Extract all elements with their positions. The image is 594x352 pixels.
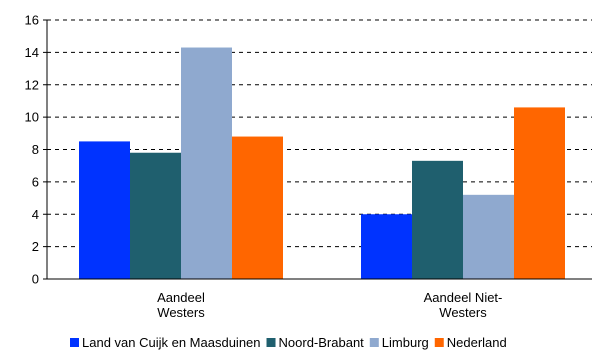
- y-tick-label: 8: [32, 142, 39, 157]
- legend-swatch: [70, 338, 79, 347]
- category-label-line: Aandeel Niet-: [424, 290, 503, 305]
- y-axis-ticks: 0 2 4 6 8 10 12 14 16: [25, 13, 47, 287]
- legend-label: Noord-Brabant: [279, 335, 365, 350]
- legend: Land van Cuijk en Maasduinen Noord-Braban…: [70, 335, 507, 350]
- y-tick-label: 10: [25, 110, 39, 125]
- y-tick-label: 16: [25, 13, 39, 28]
- y-tick-label: 2: [32, 239, 39, 254]
- legend-label: Limburg: [382, 335, 429, 350]
- bar: [232, 136, 283, 279]
- legend-swatch: [266, 338, 276, 347]
- bar: [463, 194, 514, 279]
- bar: [79, 141, 130, 279]
- y-tick-label: 12: [25, 77, 39, 92]
- bar: [181, 47, 232, 279]
- legend-label: Land van Cuijk en Maasduinen: [82, 335, 261, 350]
- y-tick-label: 14: [25, 45, 39, 60]
- category-label: Aandeel Westers: [157, 290, 205, 320]
- category-label-line: Aandeel: [157, 290, 205, 305]
- legend-swatch: [434, 338, 444, 347]
- category-label-line: Westers: [439, 305, 487, 320]
- legend-swatch: [369, 338, 379, 347]
- y-tick-label: 4: [32, 207, 39, 222]
- y-tick-label: 6: [32, 174, 39, 189]
- bar: [361, 214, 412, 279]
- bar: [412, 160, 463, 279]
- bars: [79, 47, 565, 279]
- legend-label: Nederland: [447, 335, 507, 350]
- y-tick-label: 0: [32, 272, 39, 287]
- bar: [514, 107, 565, 279]
- category-label: Aandeel Niet-Westers: [424, 290, 503, 320]
- category-label-line: Westers: [157, 305, 205, 320]
- bar: [130, 152, 181, 279]
